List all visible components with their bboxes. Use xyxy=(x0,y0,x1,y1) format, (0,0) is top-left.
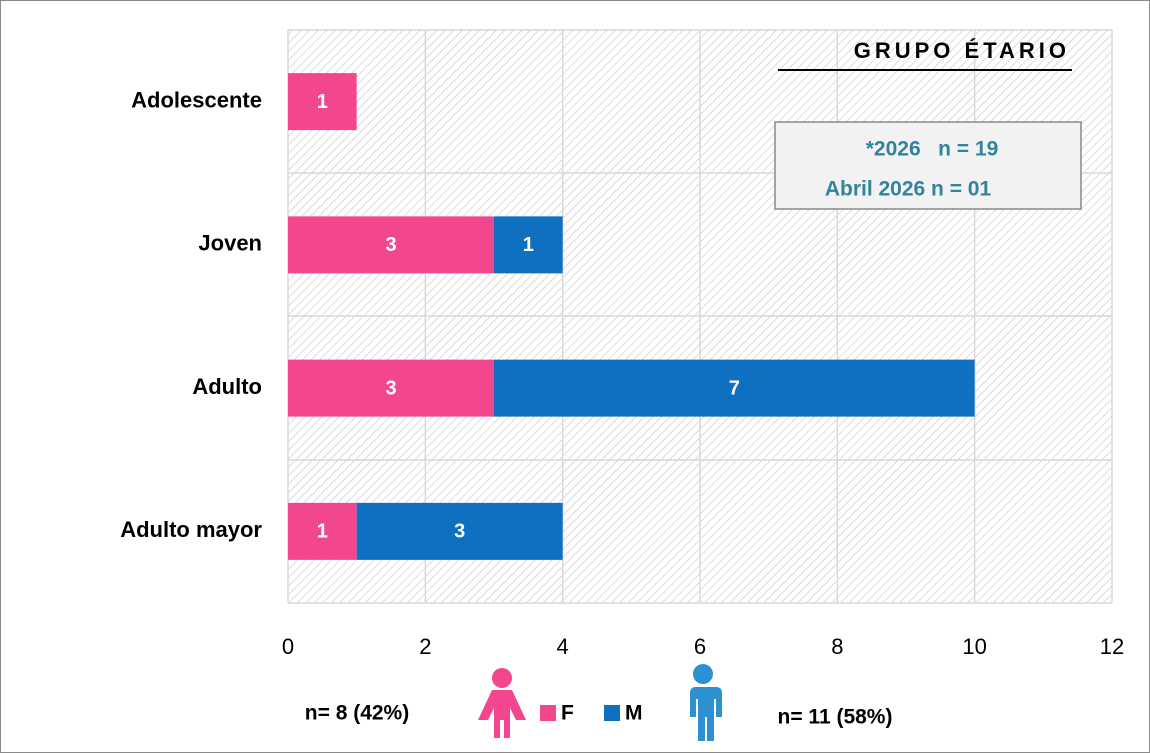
x-tick-label: 10 xyxy=(962,634,986,659)
x-tick-label: 6 xyxy=(694,634,706,659)
value-label: 3 xyxy=(385,234,396,256)
bar xyxy=(288,216,494,274)
female-icon xyxy=(478,668,526,738)
value-label: 1 xyxy=(317,521,328,543)
category-label: Adolescente xyxy=(131,87,262,112)
legend-label: F xyxy=(561,702,574,725)
bar xyxy=(288,73,357,131)
x-tick-label: 12 xyxy=(1100,634,1124,659)
category-label: Adulto mayor xyxy=(120,517,262,542)
category-label: Joven xyxy=(198,231,262,256)
category-label: Adulto xyxy=(192,374,262,399)
note: *2026 n = 19 xyxy=(866,138,999,161)
note: Abril 2026 n = 01 xyxy=(825,178,992,201)
legend-swatch xyxy=(604,705,620,721)
value-label: 1 xyxy=(523,234,534,256)
value-label: 7 xyxy=(729,377,740,399)
value-label: 3 xyxy=(454,521,465,543)
bar xyxy=(288,359,494,417)
chart-title: GRUPO ÉTARIO xyxy=(854,38,1070,63)
x-tick-label: 0 xyxy=(282,634,294,659)
bar xyxy=(356,502,563,560)
bar xyxy=(494,359,975,417)
x-tick-label: 2 xyxy=(419,634,431,659)
value-label: 3 xyxy=(385,377,396,399)
value-label: 1 xyxy=(317,91,328,113)
bar xyxy=(494,216,563,274)
male-icon xyxy=(690,664,722,741)
legend-swatch xyxy=(540,705,556,721)
total-f: n= 8 (42%) xyxy=(305,702,409,725)
x-tick-label: 8 xyxy=(831,634,843,659)
legend-label: M xyxy=(625,702,643,725)
total-m: n= 11 (58%) xyxy=(778,706,893,729)
bar xyxy=(288,502,357,560)
note-box xyxy=(774,121,1082,210)
x-tick-label: 4 xyxy=(557,634,569,659)
